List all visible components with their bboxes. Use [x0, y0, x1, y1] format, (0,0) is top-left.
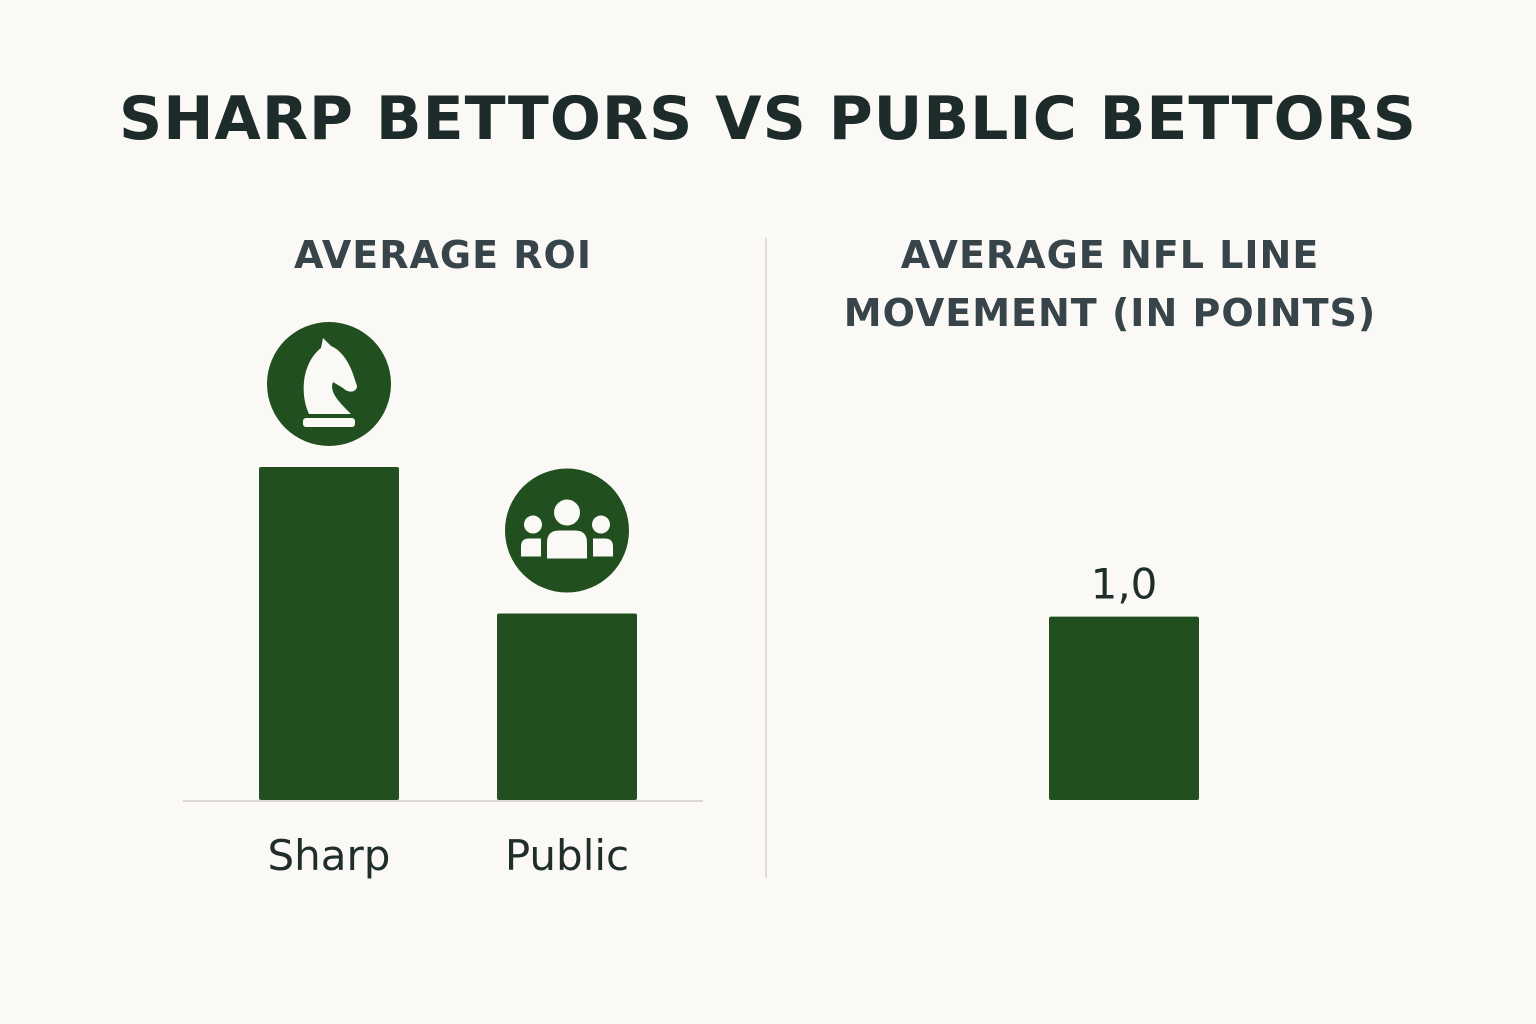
- knight-glyph: [303, 338, 357, 414]
- knight-base: [303, 418, 355, 427]
- person-head: [592, 515, 610, 534]
- nfl-line-movement-bar-chart: 1,0: [1049, 560, 1199, 800]
- person-body: [593, 538, 613, 557]
- bar-line-movement: [1049, 616, 1199, 800]
- nfl-chart-title: AVERAGE NFL LINE MOVEMENT (IN POINTS): [843, 233, 1377, 335]
- person-body: [547, 530, 587, 559]
- person-head: [554, 499, 580, 526]
- panel-divider: [765, 238, 767, 878]
- bar-public: [497, 613, 637, 800]
- bar-sharp: [259, 467, 399, 800]
- page-title: SHARP BETTORS VS PUBLIC BETTORS: [118, 84, 1417, 154]
- bar-value-label: 1,0: [1091, 560, 1158, 609]
- x-tick-label: Sharp: [268, 831, 391, 880]
- group-icon: [505, 468, 629, 593]
- roi-chart-title: AVERAGE ROI: [294, 233, 592, 277]
- person-body: [521, 538, 541, 557]
- person-head: [524, 515, 542, 534]
- x-tick-label: Public: [505, 831, 629, 880]
- roi-bar-chart: Sharp Public: [183, 322, 703, 880]
- chess-knight-icon: [267, 322, 391, 446]
